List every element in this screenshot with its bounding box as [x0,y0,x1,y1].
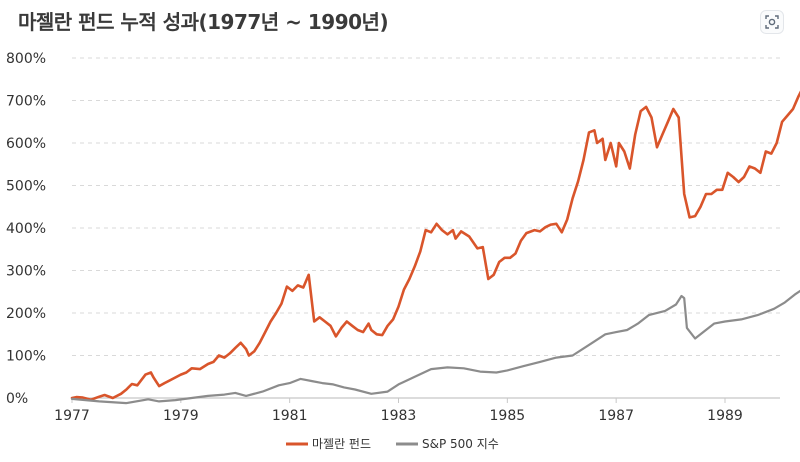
y-tick-label: 0% [6,391,28,407]
x-axis-ticks: 1977 1979 1981 1983 1985 1987 1989 [54,398,743,424]
lens-icon-graphic [765,15,779,29]
x-tick-label: 1987 [598,408,634,424]
series-lines [70,90,800,405]
y-tick-label: 600% [6,136,46,152]
series-line-sp500 [70,289,800,405]
y-tick-label: 300% [6,264,46,280]
lens-search-icon[interactable] [760,10,784,34]
x-tick-label: 1979 [163,408,199,424]
y-tick-label: 400% [6,221,46,237]
chart-title: 마젤란 펀드 누적 성과(1977년 ~ 1990년) [18,10,389,34]
y-tick-label: 100% [6,349,46,365]
legend: 마젤란 펀드 S&P 500 지수 [286,437,499,451]
x-tick-label: 1981 [272,408,308,424]
x-tick-label: 1977 [54,408,90,424]
y-tick-label: 700% [6,94,46,110]
legend-label: 마젤란 펀드 [312,437,371,451]
x-tick-label: 1989 [707,408,743,424]
y-axis-ticks: 0% 100% 200% 300% 400% 500% 600% 700% 800% [6,51,46,407]
legend-label: S&P 500 지수 [422,437,499,451]
x-tick-label: 1985 [490,408,526,424]
x-tick-label: 1983 [381,408,417,424]
y-tick-label: 200% [6,306,46,322]
y-tick-label: 500% [6,179,46,195]
y-tick-label: 800% [6,51,46,67]
series-line-magellan [70,90,800,401]
